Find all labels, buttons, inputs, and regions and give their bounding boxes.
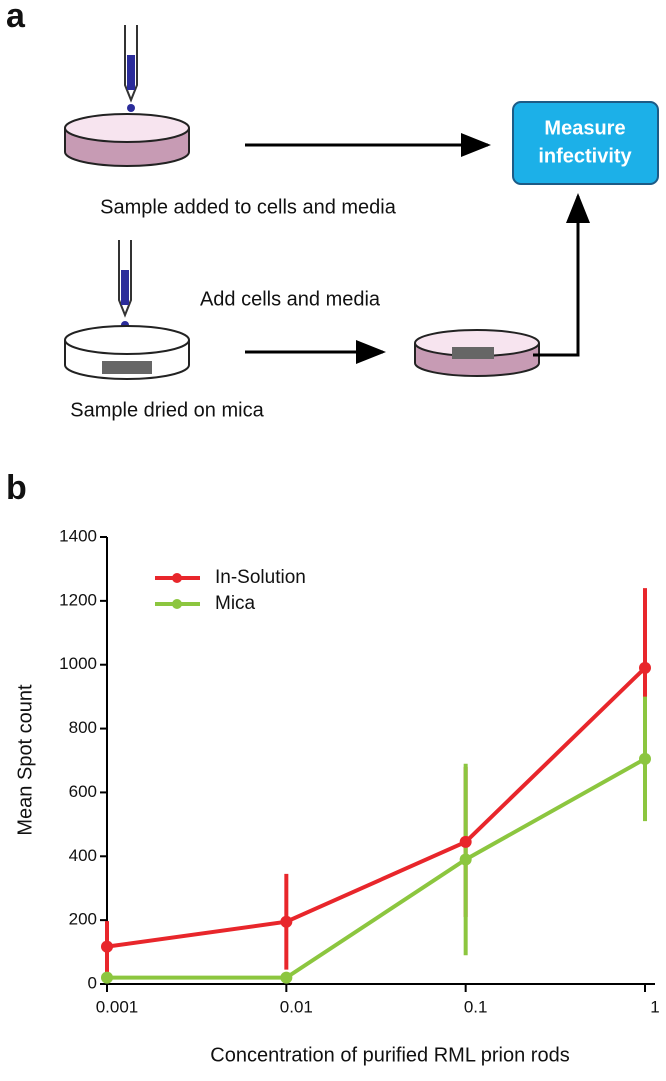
point xyxy=(459,835,472,848)
dish xyxy=(64,325,190,380)
y-tick-label: 1400 xyxy=(59,526,97,545)
caption: Add cells and media xyxy=(200,288,381,310)
pipette xyxy=(124,25,138,112)
line xyxy=(106,666,647,949)
point xyxy=(280,915,293,928)
x-tick-label: 0.1 xyxy=(464,997,488,1016)
point xyxy=(101,971,113,984)
panel-label: a xyxy=(6,0,26,35)
y-tick-label: 800 xyxy=(69,718,97,737)
panel-label: b xyxy=(6,469,27,507)
box-text: infectivity xyxy=(538,145,632,167)
legend-label: Mica xyxy=(215,593,256,614)
box xyxy=(512,101,659,185)
line xyxy=(107,757,646,980)
point xyxy=(639,752,651,765)
caption: Sample added to cells and media xyxy=(100,196,397,218)
point xyxy=(101,940,113,953)
x-tick-label: 1 xyxy=(650,997,659,1016)
box-text: Measure xyxy=(544,117,625,139)
point xyxy=(639,661,651,674)
legend-label: In-Solution xyxy=(215,567,306,588)
point xyxy=(280,971,293,984)
y-tick-label: 0 xyxy=(88,973,97,992)
y-tick-label: 1200 xyxy=(59,590,97,609)
y-tick-label: 1000 xyxy=(59,654,97,673)
y-tick-label: 400 xyxy=(69,846,97,865)
legend-marker xyxy=(172,573,182,583)
arrow xyxy=(533,193,590,357)
dish xyxy=(64,113,190,167)
legend-marker xyxy=(172,599,182,609)
y-tick-label: 200 xyxy=(69,910,97,929)
y-axis-label: Mean Spot count xyxy=(14,684,36,836)
x-tick-label: 0.001 xyxy=(96,997,139,1016)
caption: Sample dried on mica xyxy=(70,399,264,421)
y-tick-label: 600 xyxy=(69,782,97,801)
pipette xyxy=(118,240,132,329)
x-tick-label: 0.01 xyxy=(280,997,313,1016)
dish xyxy=(414,329,540,377)
x-axis-label: Concentration of purified RML prion rods xyxy=(210,1044,569,1066)
point xyxy=(459,853,472,866)
